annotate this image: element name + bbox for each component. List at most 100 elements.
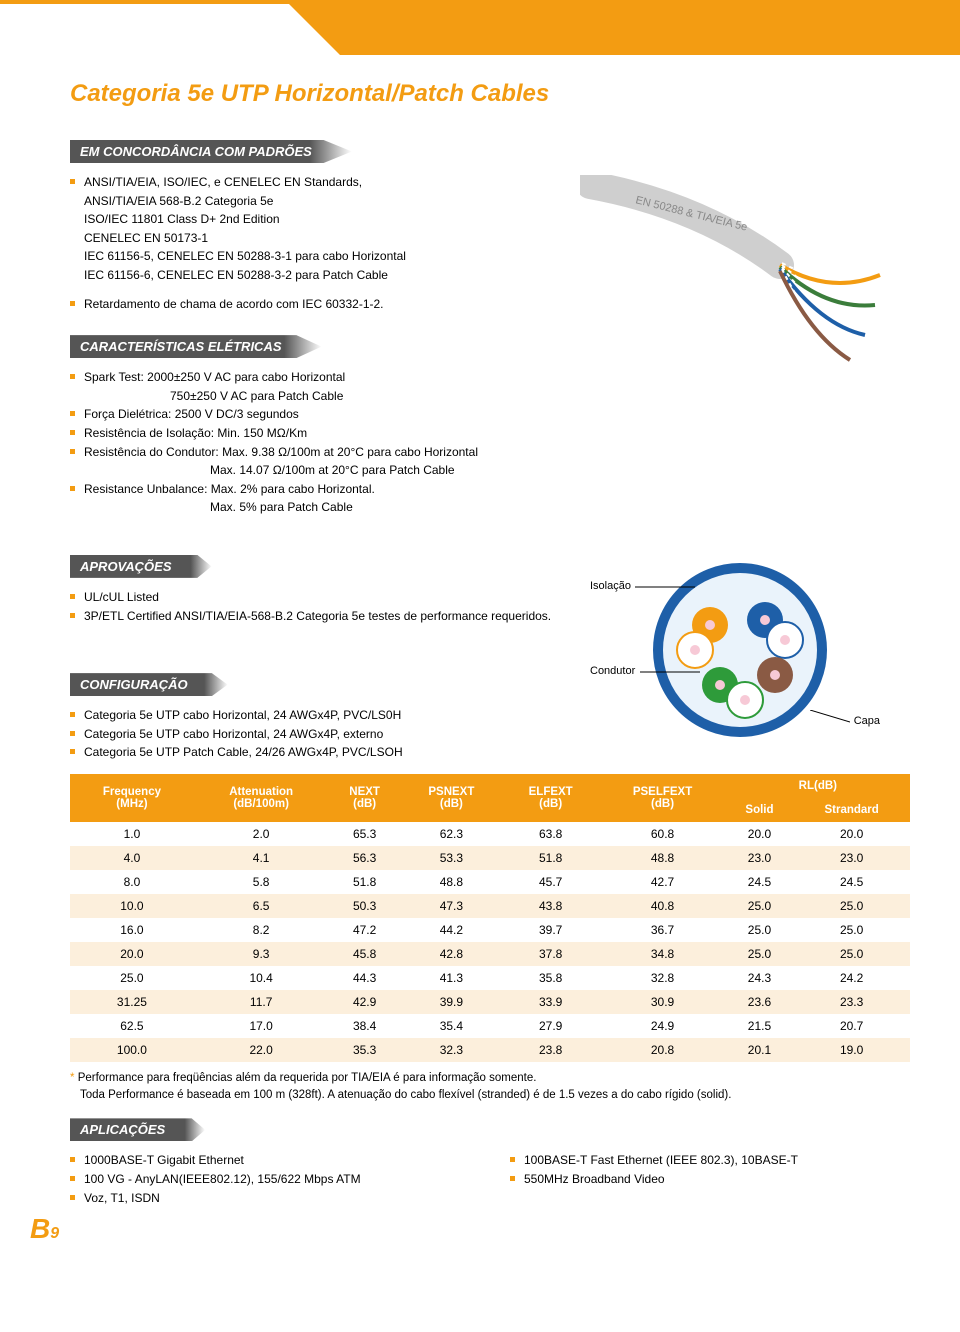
page-number: B9 xyxy=(30,1213,59,1245)
table-row: 1.02.065.362.363.860.820.020.0 xyxy=(70,822,910,846)
table-cell: 39.7 xyxy=(502,918,600,942)
table-cell: 24.2 xyxy=(793,966,910,990)
table-cell: 25.0 xyxy=(726,918,794,942)
electrical-list: Spark Test: 2000±250 V AC para cabo Hori… xyxy=(70,368,910,517)
list-item: 100 VG - AnyLAN(IEEE802.12), 155/622 Mbp… xyxy=(70,1170,470,1189)
table-cell: 42.7 xyxy=(599,870,725,894)
table-cell: 45.8 xyxy=(328,942,400,966)
apps-right-list: 100BASE-T Fast Ethernet (IEEE 802.3), 10… xyxy=(510,1151,910,1207)
table-cell: 53.3 xyxy=(401,846,502,870)
table-cell: 35.3 xyxy=(328,1038,400,1062)
table-cell: 24.3 xyxy=(726,966,794,990)
table-cell: 63.8 xyxy=(502,822,600,846)
table-cell: 4.0 xyxy=(70,846,194,870)
table-cell: 44.3 xyxy=(328,966,400,990)
table-cell: 23.6 xyxy=(726,990,794,1014)
table-row: 8.05.851.848.845.742.724.524.5 xyxy=(70,870,910,894)
table-cell: 10.4 xyxy=(194,966,329,990)
section-header-config: CONFIGURAÇÃO xyxy=(70,673,228,696)
table-cell: 22.0 xyxy=(194,1038,329,1062)
table-row: 100.022.035.332.323.820.820.119.0 xyxy=(70,1038,910,1062)
table-row: 31.2511.742.939.933.930.923.623.3 xyxy=(70,990,910,1014)
table-cell: 51.8 xyxy=(328,870,400,894)
section-header-electrical: CARACTERÍSTICAS ELÉTRICAS xyxy=(70,335,322,358)
table-cell: 65.3 xyxy=(328,822,400,846)
table-cell: 20.0 xyxy=(726,822,794,846)
table-cell: 56.3 xyxy=(328,846,400,870)
header-orange-shape xyxy=(340,0,960,55)
table-cell: 32.8 xyxy=(599,966,725,990)
table-cell: 25.0 xyxy=(70,966,194,990)
table-row: 62.517.038.435.427.924.921.520.7 xyxy=(70,1014,910,1038)
table-cell: 51.8 xyxy=(502,846,600,870)
specification-table: Frequency(MHz) Attenuation(dB/100m) NEXT… xyxy=(70,774,910,1062)
section-header-apps: APLICAÇÕES xyxy=(70,1118,205,1141)
th-solid: Solid xyxy=(726,798,794,822)
table-cell: 2.0 xyxy=(194,822,329,846)
diagram-label-conductor: Condutor xyxy=(590,665,635,677)
table-cell: 20.1 xyxy=(726,1038,794,1062)
table-cell: 9.3 xyxy=(194,942,329,966)
approvals-list: UL/cUL Listed 3P/ETL Certified ANSI/TIA/… xyxy=(70,588,910,625)
table-cell: 41.3 xyxy=(401,966,502,990)
table-cell: 30.9 xyxy=(599,990,725,1014)
page-title: Categoria 5e UTP Horizontal/Patch Cables xyxy=(70,80,910,108)
table-cell: 42.8 xyxy=(401,942,502,966)
footnote-text-2: Toda Performance é baseada em 100 m (328… xyxy=(80,1089,731,1101)
table-cell: 35.8 xyxy=(502,966,600,990)
table-cell: 24.5 xyxy=(793,870,910,894)
list-item: Max. 5% para Patch Cable xyxy=(70,498,910,517)
table-row: 25.010.444.341.335.832.824.324.2 xyxy=(70,966,910,990)
table-cell: 27.9 xyxy=(502,1014,600,1038)
list-item: Categoria 5e UTP Patch Cable, 24/26 AWGx… xyxy=(70,743,910,762)
table-cell: 24.5 xyxy=(726,870,794,894)
table-cell: 39.9 xyxy=(401,990,502,1014)
list-item: Categoria 5e UTP cabo Horizontal, 24 AWG… xyxy=(70,706,910,725)
th-pselfext: PSELFEXT(dB) xyxy=(599,774,725,822)
list-item: 550MHz Broadband Video xyxy=(510,1170,910,1189)
th-stranded: Strandard xyxy=(793,798,910,822)
table-cell: 25.0 xyxy=(793,894,910,918)
table-cell: 33.9 xyxy=(502,990,600,1014)
table-row: 16.08.247.244.239.736.725.025.0 xyxy=(70,918,910,942)
list-item: UL/cUL Listed xyxy=(70,588,910,607)
applications-columns: 1000BASE-T Gigabit Ethernet 100 VG - Any… xyxy=(70,1151,910,1215)
table-cell: 23.3 xyxy=(793,990,910,1014)
table-cell: 47.2 xyxy=(328,918,400,942)
table-cell: 45.7 xyxy=(502,870,600,894)
th-rl: RL(dB) xyxy=(726,774,910,798)
table-cell: 20.0 xyxy=(70,942,194,966)
list-item: Força Dielétrica: 2500 V DC/3 segundos xyxy=(70,405,910,424)
config-list: Categoria 5e UTP cabo Horizontal, 24 AWG… xyxy=(70,706,910,762)
list-item: Resistência de Isolação: Min. 150 MΩ/Km xyxy=(70,424,910,443)
table-cell: 25.0 xyxy=(793,942,910,966)
table-cell: 25.0 xyxy=(793,918,910,942)
th-elfext: ELFEXT(dB) xyxy=(502,774,600,822)
list-item: Resistance Unbalance: Max. 2% para cabo … xyxy=(70,480,910,499)
section-header-approvals: APROVAÇÕES xyxy=(70,555,212,578)
list-item: Categoria 5e UTP cabo Horizontal, 24 AWG… xyxy=(70,725,910,744)
footnote-text-1: Performance para freqüências além da req… xyxy=(78,1072,537,1084)
table-cell: 43.8 xyxy=(502,894,600,918)
apps-left-list: 1000BASE-T Gigabit Ethernet 100 VG - Any… xyxy=(70,1151,470,1207)
list-item: 750±250 V AC para Patch Cable xyxy=(70,387,910,406)
table-cell: 20.7 xyxy=(793,1014,910,1038)
table-cell: 16.0 xyxy=(70,918,194,942)
top-banner xyxy=(0,0,960,60)
list-item: Resistência do Condutor: Max. 9.38 Ω/100… xyxy=(70,443,910,462)
table-cell: 21.5 xyxy=(726,1014,794,1038)
table-cell: 25.0 xyxy=(726,894,794,918)
table-cell: 23.8 xyxy=(502,1038,600,1062)
th-frequency: Frequency(MHz) xyxy=(70,774,194,822)
table-cell: 32.3 xyxy=(401,1038,502,1062)
footnote-marker: * xyxy=(70,1072,74,1084)
table-cell: 31.25 xyxy=(70,990,194,1014)
table-cell: 5.8 xyxy=(194,870,329,894)
table-cell: 4.1 xyxy=(194,846,329,870)
table-cell: 60.8 xyxy=(599,822,725,846)
table-cell: 48.8 xyxy=(599,846,725,870)
list-item: 100BASE-T Fast Ethernet (IEEE 802.3), 10… xyxy=(510,1151,910,1170)
th-attenuation: Attenuation(dB/100m) xyxy=(194,774,329,822)
table-cell: 40.8 xyxy=(599,894,725,918)
table-cell: 24.9 xyxy=(599,1014,725,1038)
